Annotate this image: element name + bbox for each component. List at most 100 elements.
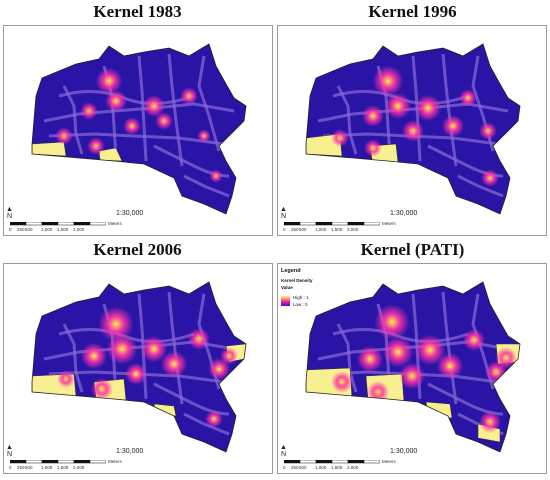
- north-label: N: [6, 213, 12, 220]
- scale-tick-label: 250: [17, 227, 25, 232]
- scale-tick-label: 2,000: [73, 227, 85, 232]
- high-density-zone: [32, 141, 67, 157]
- scale-units-label: Meters: [108, 221, 122, 226]
- scale-bar: [10, 222, 106, 226]
- scale-tick-label: 1,000: [41, 227, 53, 232]
- density-hotspot: [356, 345, 384, 373]
- density-hotspot: [143, 95, 165, 117]
- scale-tick-label: 1,500: [57, 465, 69, 470]
- density-hotspot: [479, 411, 501, 433]
- density-hotspot: [436, 352, 464, 380]
- density-hotspot: [442, 115, 464, 137]
- density-hotspot: [414, 334, 446, 366]
- map-panel-2006: 1:30,000 ▲ N 0 250 500 1,000 1,500 2,000 Meters: [3, 263, 273, 474]
- scale-tick-label: 0: [283, 227, 286, 232]
- density-hotspot: [367, 381, 389, 403]
- road-density-line: [48, 132, 225, 146]
- density-hotspot: [180, 87, 198, 105]
- scale-tick-label: 1,000: [315, 465, 327, 470]
- density-hotspot: [402, 120, 424, 142]
- road-density-line: [137, 55, 148, 162]
- kernel-density-map-pati: [305, 281, 521, 453]
- legend-high-label: High : 1: [293, 295, 309, 300]
- density-hotspot: [106, 333, 138, 365]
- scale-bar: [284, 222, 380, 226]
- density-hotspot: [382, 336, 414, 368]
- map-scale-label: 1:30,000: [390, 448, 418, 455]
- map-scale-label: 1:30,000: [116, 448, 144, 455]
- north-arrow-icon: ▲ N: [280, 444, 287, 458]
- high-density-zone: [153, 403, 177, 417]
- road-density-line: [167, 291, 184, 405]
- road-density-line: [441, 53, 458, 167]
- north-arrow-icon: ▲ N: [280, 206, 287, 220]
- high-density-zone: [425, 401, 453, 419]
- road-density-line: [167, 53, 184, 167]
- kernel-density-map-2006: [31, 281, 247, 453]
- kernel-density-map-1983: [31, 43, 247, 215]
- study-area-boundary: [31, 281, 247, 453]
- scale-tick-label: 2,000: [347, 227, 359, 232]
- density-hotspot: [495, 347, 517, 369]
- study-area-boundary: [31, 43, 247, 215]
- density-hotspot: [220, 347, 238, 365]
- high-density-zone: [98, 147, 123, 162]
- density-hotspot: [398, 362, 426, 390]
- kernel-density-map-1996: [305, 43, 521, 215]
- density-hotspot: [463, 329, 485, 351]
- scale-tick-label: 500: [25, 227, 33, 232]
- scale-tick-label: 0: [283, 465, 286, 470]
- density-hotspot: [331, 129, 349, 147]
- scale-tick-label: 500: [25, 465, 33, 470]
- density-hotspot: [123, 117, 141, 135]
- density-hotspot: [479, 122, 497, 140]
- road-density-line: [457, 174, 504, 198]
- density-hotspot: [98, 306, 134, 342]
- density-hotspot: [372, 65, 404, 97]
- scale-tick-label: 1,000: [41, 465, 53, 470]
- density-hotspot: [481, 169, 499, 187]
- panel-title-pati: Kernel (PATI): [360, 240, 465, 259]
- road-density-line: [183, 412, 230, 436]
- road-density-line: [62, 323, 84, 393]
- map-scale-label: 1:30,000: [390, 210, 418, 217]
- study-area-boundary: [305, 281, 521, 453]
- scale-bar: [284, 460, 380, 464]
- legend-layer-name: Kernel Density: [281, 278, 313, 283]
- north-label: N: [6, 451, 12, 458]
- scale-tick-label: 1,500: [331, 465, 343, 470]
- density-hotspot: [197, 129, 211, 143]
- north-arrow-icon: ▲ N: [6, 206, 13, 220]
- scale-tick-label: 0: [9, 227, 12, 232]
- panel-title-2006: Kernel 2006: [93, 240, 182, 259]
- density-hotspot: [95, 67, 123, 95]
- legend-value-label: Value: [281, 285, 293, 290]
- scale-tick-label: 500: [299, 227, 307, 232]
- map-panel-1996: 1:30,000 ▲ N 0 250 500 1,000 1,500 2,000 Meters: [277, 25, 547, 236]
- legend-low-label: Low : 0: [293, 302, 308, 307]
- scale-tick-label: 0: [9, 465, 12, 470]
- scale-tick-label: 1,500: [331, 227, 343, 232]
- density-hotspot: [80, 102, 98, 120]
- panel-title-1996: Kernel 1996: [368, 2, 457, 21]
- density-hotspot: [205, 410, 223, 428]
- map-scale-label: 1:30,000: [116, 210, 144, 217]
- north-label: N: [280, 213, 286, 220]
- road-density-line: [62, 85, 84, 155]
- density-hotspot: [331, 371, 353, 393]
- density-hotspot: [459, 89, 477, 107]
- density-hotspot: [384, 92, 412, 120]
- density-hotspot: [125, 363, 147, 385]
- density-hotspot: [209, 169, 223, 183]
- scale-tick-label: 250: [291, 465, 299, 470]
- density-hotspot: [364, 139, 382, 157]
- density-hotspot: [105, 90, 127, 112]
- legend-color-ramp: [281, 296, 290, 306]
- scale-tick-label: 2,000: [73, 465, 85, 470]
- scale-units-label: Meters: [382, 221, 396, 226]
- density-hotspot: [80, 342, 108, 370]
- density-hotspot: [160, 350, 188, 378]
- density-hotspot: [414, 94, 442, 122]
- scale-bar: [10, 460, 106, 464]
- map-legend: Legend Kernel Density Value: [281, 268, 313, 290]
